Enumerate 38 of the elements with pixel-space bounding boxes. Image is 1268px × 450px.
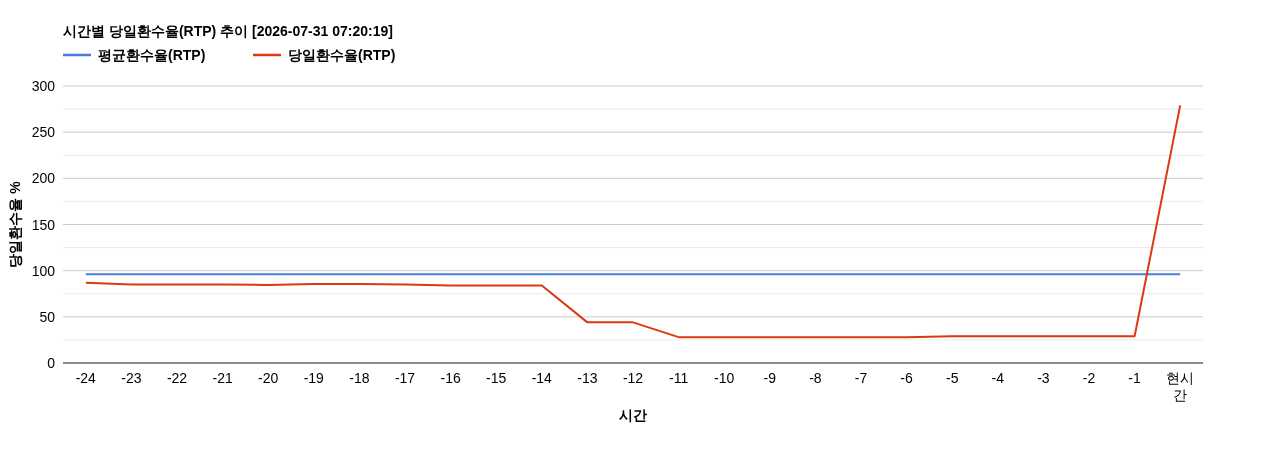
x-tick-label: -21: [212, 370, 233, 386]
x-tick-label: -17: [394, 370, 416, 386]
x-axis-title: 시간: [619, 407, 647, 423]
y-axis-title: 당일환수율 %: [7, 180, 23, 268]
legend-label: 평균환수율(RTP): [98, 47, 206, 63]
chart-title: 시간별 당일환수율(RTP) 추이 [2026-07-31 07:20:19]: [63, 23, 393, 39]
x-tick-label: 현시간: [1166, 370, 1195, 403]
x-tick-label: -9: [763, 370, 777, 386]
x-tick-label: -2: [1082, 370, 1096, 386]
x-tick-label: -19: [303, 370, 325, 386]
x-tick-label: -15: [486, 370, 507, 386]
x-tick-label: -14: [531, 370, 553, 386]
x-tick-label: -5: [945, 370, 959, 386]
y-tick-label: 0: [47, 355, 56, 371]
y-tick-label: 100: [31, 262, 56, 279]
y-tick-label: 50: [39, 308, 56, 325]
x-tick-label: -7: [854, 370, 868, 386]
x-tick-label: -16: [440, 370, 461, 386]
y-tick-label: 300: [31, 78, 56, 94]
x-tick-label: -3: [1037, 370, 1050, 386]
x-tick-label: -12: [622, 370, 644, 386]
legend-label: 당일환수율(RTP): [288, 47, 396, 63]
x-tick-label: -13: [577, 370, 598, 386]
x-tick-label: -10: [714, 370, 735, 386]
x-tick-label: -23: [121, 370, 142, 386]
x-tick-label: -11: [669, 370, 689, 386]
x-tick-label: -8: [809, 370, 822, 386]
x-tick-label: -18: [349, 370, 370, 386]
x-tick-label: -24: [75, 370, 97, 386]
y-tick-label: 250: [31, 124, 56, 141]
x-tick-label: -1: [1128, 370, 1142, 386]
x-tick-label: -22: [166, 370, 188, 386]
y-tick-label: 150: [31, 216, 56, 233]
x-tick-label: -20: [258, 370, 279, 386]
line-series: [84, 104, 1182, 339]
x-tick-label: -4: [991, 370, 1005, 386]
y-tick-label: 200: [31, 170, 56, 187]
x-tick-label: -6: [900, 370, 914, 386]
